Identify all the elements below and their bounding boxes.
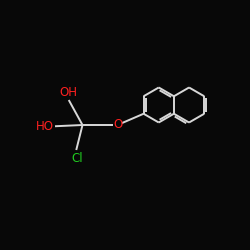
Text: HO: HO [36,120,54,133]
Text: OH: OH [59,86,77,98]
Text: O: O [113,118,122,132]
Text: Cl: Cl [71,152,83,164]
